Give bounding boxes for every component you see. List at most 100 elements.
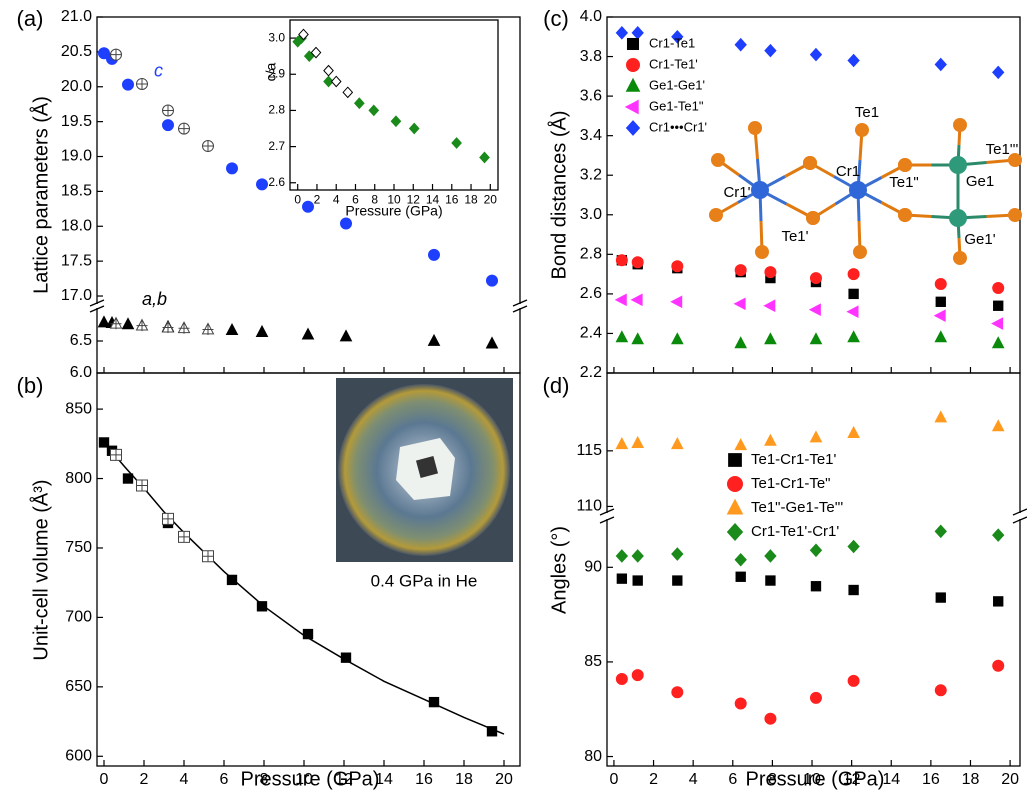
x-axis-title: Pressure (GPa): [241, 768, 380, 790]
x-tick-label: 10: [295, 771, 313, 788]
x-tick-label: 4: [689, 771, 698, 788]
y-tick-label: 3.6: [580, 87, 602, 104]
marker: [339, 329, 353, 342]
x-tick-label: 18: [962, 771, 980, 788]
marker: [342, 86, 354, 99]
marker: [136, 78, 149, 90]
y-tick-label: 18.0: [61, 217, 92, 234]
y-axis-title: Angles (°): [548, 526, 570, 614]
marker: [933, 309, 946, 322]
x-tick-label: 14: [882, 771, 900, 788]
te-atom: [806, 211, 820, 225]
y-tick-label: 2.6: [580, 285, 602, 302]
marker: [301, 327, 315, 340]
marker: [256, 601, 268, 612]
axis-break-mark: [599, 516, 615, 524]
x-tick-label: 2: [649, 771, 658, 788]
y-tick-label: 18.5: [61, 183, 92, 200]
y-tick-label: 110: [576, 498, 602, 515]
axis-break-mark: [89, 299, 105, 307]
marker: [809, 430, 823, 443]
x-tick-label: 6: [220, 771, 229, 788]
marker: [162, 104, 175, 117]
axis-break-mark: [1012, 508, 1027, 516]
marker: [615, 26, 629, 40]
marker: [764, 712, 777, 725]
photo-sample: [415, 455, 439, 479]
legend-label: Te1"-Ge1-Te''': [751, 499, 843, 516]
x-axis-title: Pressure (GPa): [746, 768, 885, 790]
marker: [428, 248, 440, 261]
marker: [848, 288, 859, 300]
x-tick-label: 2: [314, 192, 321, 206]
marker: [935, 296, 946, 307]
plot-frame: [289, 19, 499, 191]
atom-label: Te1: [855, 104, 879, 121]
marker: [615, 254, 628, 267]
marker: [935, 592, 946, 603]
plot-frame: [606, 372, 1021, 767]
x-tick-label: 14: [426, 192, 440, 206]
axis-break-mark: [1012, 516, 1027, 524]
y-tick-label: 90: [584, 559, 602, 576]
marker: [809, 691, 822, 704]
y-tick-label: 850: [65, 400, 92, 417]
atom-label: Te1''': [986, 141, 1019, 158]
marker: [479, 151, 490, 164]
marker: [310, 46, 322, 59]
marker: [486, 274, 498, 287]
marker: [323, 64, 334, 77]
axis-break-mark: [599, 508, 615, 516]
marker: [390, 115, 402, 128]
marker: [847, 330, 860, 343]
marker: [226, 574, 238, 586]
panel-label: (b): [17, 373, 44, 398]
x-tick-label: 8: [768, 771, 777, 788]
marker: [161, 320, 175, 334]
marker: [733, 297, 746, 311]
y-tick-label: 20.5: [61, 43, 92, 60]
marker: [764, 433, 777, 446]
marker: [631, 332, 645, 345]
marker: [616, 573, 628, 584]
legend-label: Ge1-Ge1': [649, 77, 705, 92]
marker: [671, 686, 684, 699]
y-tick-label: 650: [65, 678, 92, 695]
panel-label: (c): [543, 6, 569, 31]
x-tick-label: 16: [922, 771, 940, 788]
marker: [408, 122, 420, 135]
y-tick-label: 85: [584, 653, 602, 670]
marker: [256, 178, 268, 191]
marker: [98, 437, 110, 448]
marker: [178, 122, 191, 135]
y-tick-label: 3.0: [268, 30, 285, 44]
marker: [734, 37, 747, 52]
marker: [734, 552, 747, 567]
marker: [991, 317, 1004, 330]
marker: [302, 200, 314, 213]
marker: [847, 268, 860, 281]
marker: [109, 316, 123, 330]
atom-label: Ge1': [964, 231, 995, 248]
legend-label: Cr1-Te1'-Cr1': [751, 523, 839, 540]
marker: [485, 336, 499, 349]
marker: [847, 425, 860, 438]
y-tick-label: 20.0: [61, 78, 92, 95]
marker: [97, 315, 111, 328]
x-tick-label: 8: [260, 771, 269, 788]
marker: [671, 29, 684, 44]
y-tick-label: 6.5: [70, 332, 92, 349]
y-tick-label: 800: [65, 470, 92, 487]
marker: [631, 26, 644, 40]
marker: [763, 299, 776, 313]
marker: [671, 260, 684, 273]
axis-break-gap: [1017, 513, 1023, 519]
x-tick-label: 4: [333, 192, 340, 206]
te-atom: [953, 251, 967, 265]
marker: [992, 659, 1005, 672]
legend-label: Ge1-Te1": [649, 98, 704, 113]
x-tick-label: 12: [407, 192, 421, 206]
x-tick-label: 6: [728, 771, 737, 788]
marker: [993, 300, 1004, 311]
